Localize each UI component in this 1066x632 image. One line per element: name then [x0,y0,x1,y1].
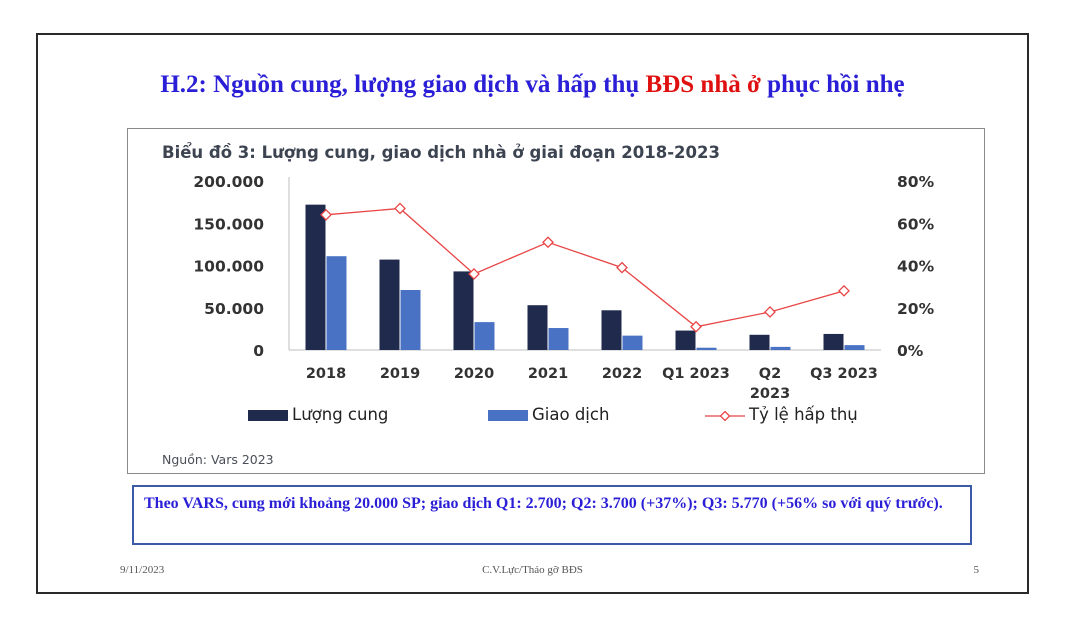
x-tick-label: Q2 [759,366,781,382]
y-left-tick-label: 200.000 [193,173,264,191]
x-tick-label: 2022 [602,366,642,382]
absorption-rate-marker [542,236,554,249]
absorption-rate-marker [616,261,628,274]
x-tick-label: Q1 2023 [662,366,730,382]
title-highlight: BĐS nhà ở [645,71,761,98]
bar-giao-dich [622,335,643,350]
y-right-tick-label: 0% [897,342,924,360]
bar-giao-dich [474,322,495,350]
footer-author: C.V.Lực/Tháo gỡ BĐS [482,564,583,576]
note-box: Theo VARS, cung mới khoảng 20.000 SP; gi… [132,485,972,545]
bar-giao-dich [770,346,791,350]
bar-luong-cung [453,271,474,350]
absorption-rate-marker [838,284,850,297]
slide-title: H.2: Nguồn cung, lượng giao dịch và hấp … [38,71,1027,99]
bar-luong-cung [527,305,548,350]
x-tick-label: 2023 [750,386,790,402]
bar-luong-cung [305,204,326,350]
absorption-rate-marker [320,208,332,221]
title-text-end: phục hồi nhẹ [760,71,905,98]
footer-date: 9/11/2023 [120,564,165,576]
x-tick-label: Q3 2023 [810,366,878,382]
page-number: 5 [973,564,980,576]
bar-giao-dich [548,328,569,350]
legend-label: Lượng cung [292,405,388,424]
y-right-tick-label: 60% [897,215,935,233]
bar-giao-dich [844,345,865,350]
absorption-rate-marker [690,320,702,333]
y-right-tick-label: 20% [897,300,935,318]
y-right-tick-label: 80% [897,173,935,191]
bar-luong-cung [675,330,696,350]
legend-marker [719,410,731,422]
absorption-rate-marker [764,306,776,318]
chart-title: Biểu đồ 3: Lượng cung, giao dịch nhà ở g… [162,143,720,162]
y-left-tick-label: 150.000 [193,215,264,233]
legend-label: Giao dịch [532,405,609,424]
x-tick-label: 2020 [454,366,494,382]
legend-swatch [248,410,288,421]
absorption-rate-marker [468,268,480,280]
absorption-rate-marker [394,202,406,215]
y-left-tick-label: 50.000 [204,300,264,318]
x-tick-label: 2019 [380,366,420,382]
chart-frame: Biểu đồ 3: Lượng cung, giao dịch nhà ở g… [127,128,985,474]
legend-swatch [488,410,528,421]
legend-label: Tỷ lệ hấp thụ [748,405,858,424]
chart-source: Nguồn: Vars 2023 [162,452,274,467]
x-tick-label: 2018 [306,366,346,382]
y-right-tick-label: 40% [897,258,935,276]
bar-luong-cung [601,310,622,350]
y-left-tick-label: 0 [253,342,264,360]
bar-giao-dich [696,347,717,350]
title-text: H.2: Nguồn cung, lượng giao dịch và hấp … [160,71,646,98]
chart-svg: 0 50.000 100.000 150.000 200.000 0% 20% 40% 60% 8… [193,173,935,424]
bar-luong-cung [749,334,770,350]
bar-giao-dich [400,290,421,350]
absorption-rate-line [325,207,845,328]
bar-luong-cung [823,333,844,350]
bar-giao-dich [326,256,347,350]
slide: H.2: Nguồn cung, lượng giao dịch và hấp … [36,33,1029,594]
y-left-tick-label: 100.000 [193,258,264,276]
bar-luong-cung [379,259,400,350]
x-tick-label: 2021 [528,366,568,382]
